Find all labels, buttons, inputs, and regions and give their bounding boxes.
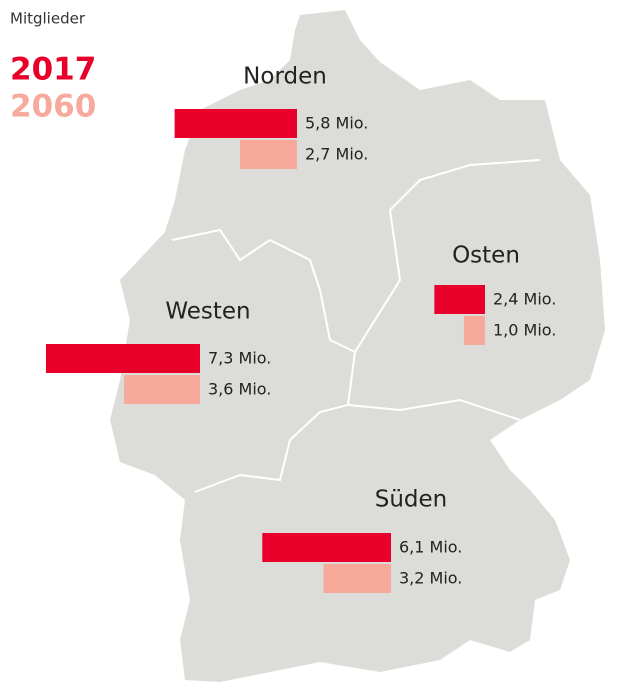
value-label: 2,7 Mio. (305, 145, 368, 164)
bar (323, 564, 391, 593)
value-label: 3,6 Mio. (208, 380, 271, 399)
value-label: 2,4 Mio. (493, 290, 556, 309)
bar (45, 344, 200, 373)
title: Mitglieder (10, 10, 86, 28)
bar (240, 140, 297, 169)
value-label: 5,8 Mio. (305, 114, 368, 133)
bar (262, 533, 391, 562)
value-label: 3,2 Mio. (399, 569, 462, 588)
country-shape (110, 10, 605, 682)
legend-entry: 2017 (10, 52, 96, 88)
region-name: Norden (243, 64, 327, 90)
legend-entry: 2060 (10, 89, 96, 125)
bar (434, 285, 485, 314)
bar (463, 316, 485, 345)
bar (124, 375, 200, 404)
region-name: Westen (165, 299, 250, 325)
bar (174, 109, 297, 138)
value-label: 7,3 Mio. (208, 349, 271, 368)
value-label: 6,1 Mio. (399, 538, 462, 557)
value-label: 1,0 Mio. (493, 321, 556, 340)
region-borders (171, 159, 541, 493)
region-name: Osten (452, 243, 520, 269)
region-name: Süden (375, 487, 448, 513)
